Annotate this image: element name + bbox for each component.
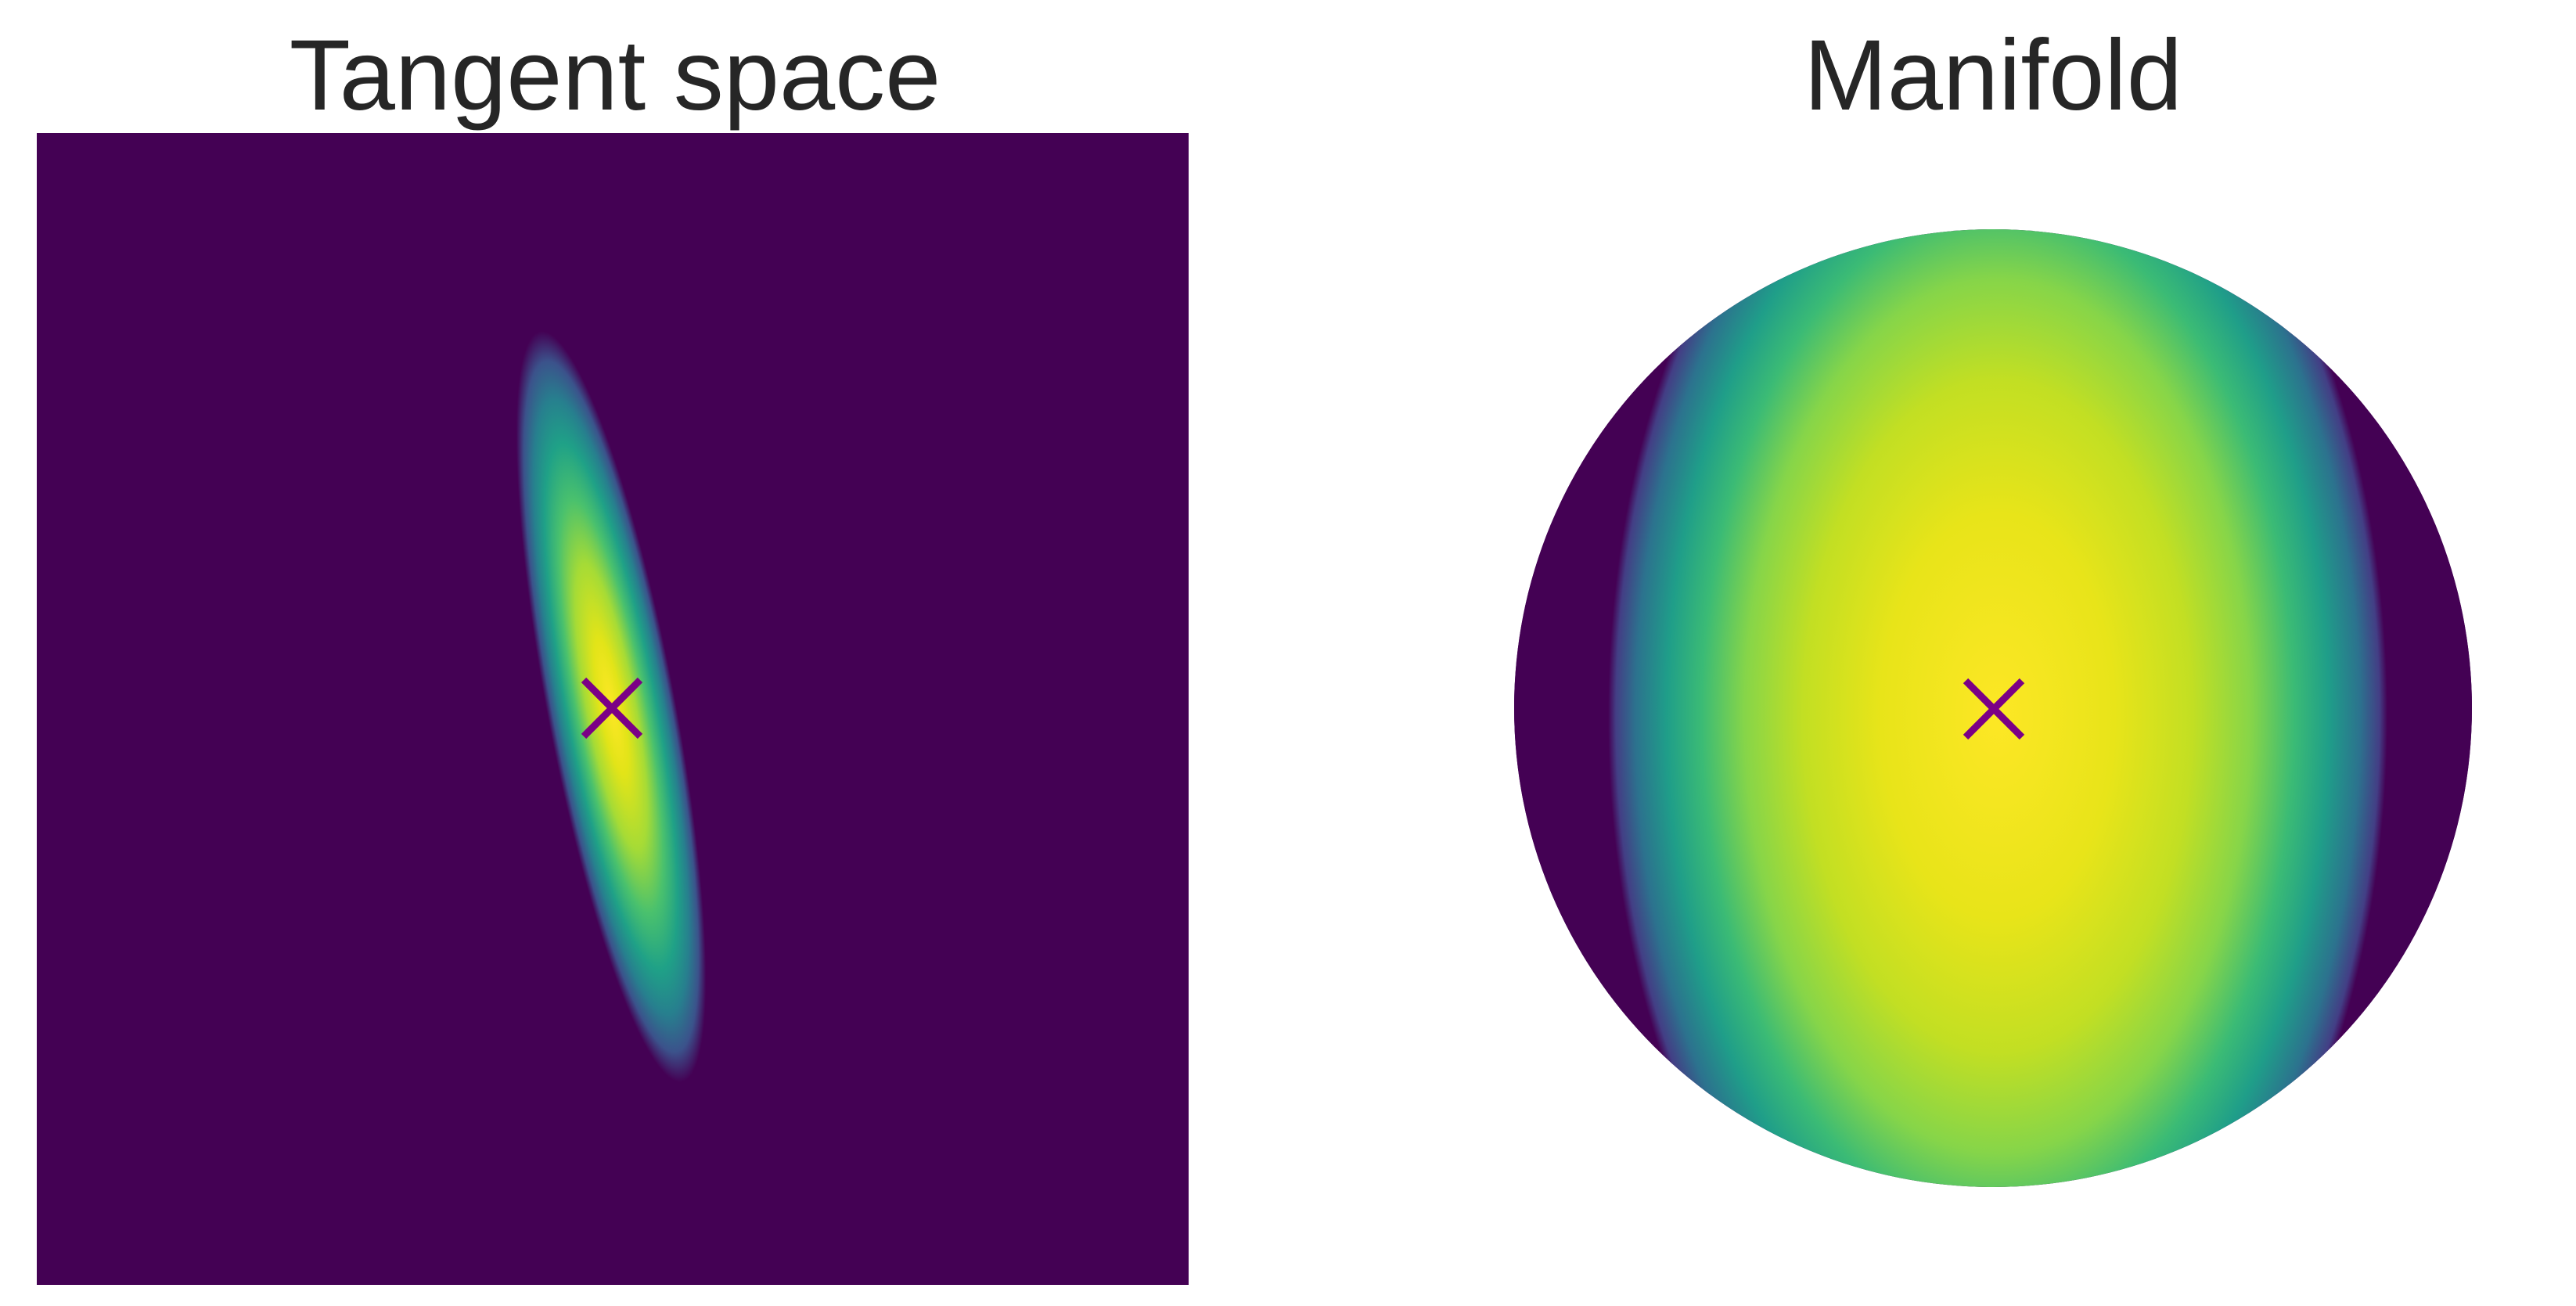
- tangent-space-plot: [37, 133, 1189, 1285]
- mean-marker-x-icon: [1963, 678, 2025, 740]
- mean-marker-x-icon: [581, 677, 643, 739]
- left-title: Tangent space: [290, 20, 941, 131]
- manifold-plot: [1514, 229, 2472, 1187]
- right-title: Manifold: [1804, 20, 2182, 131]
